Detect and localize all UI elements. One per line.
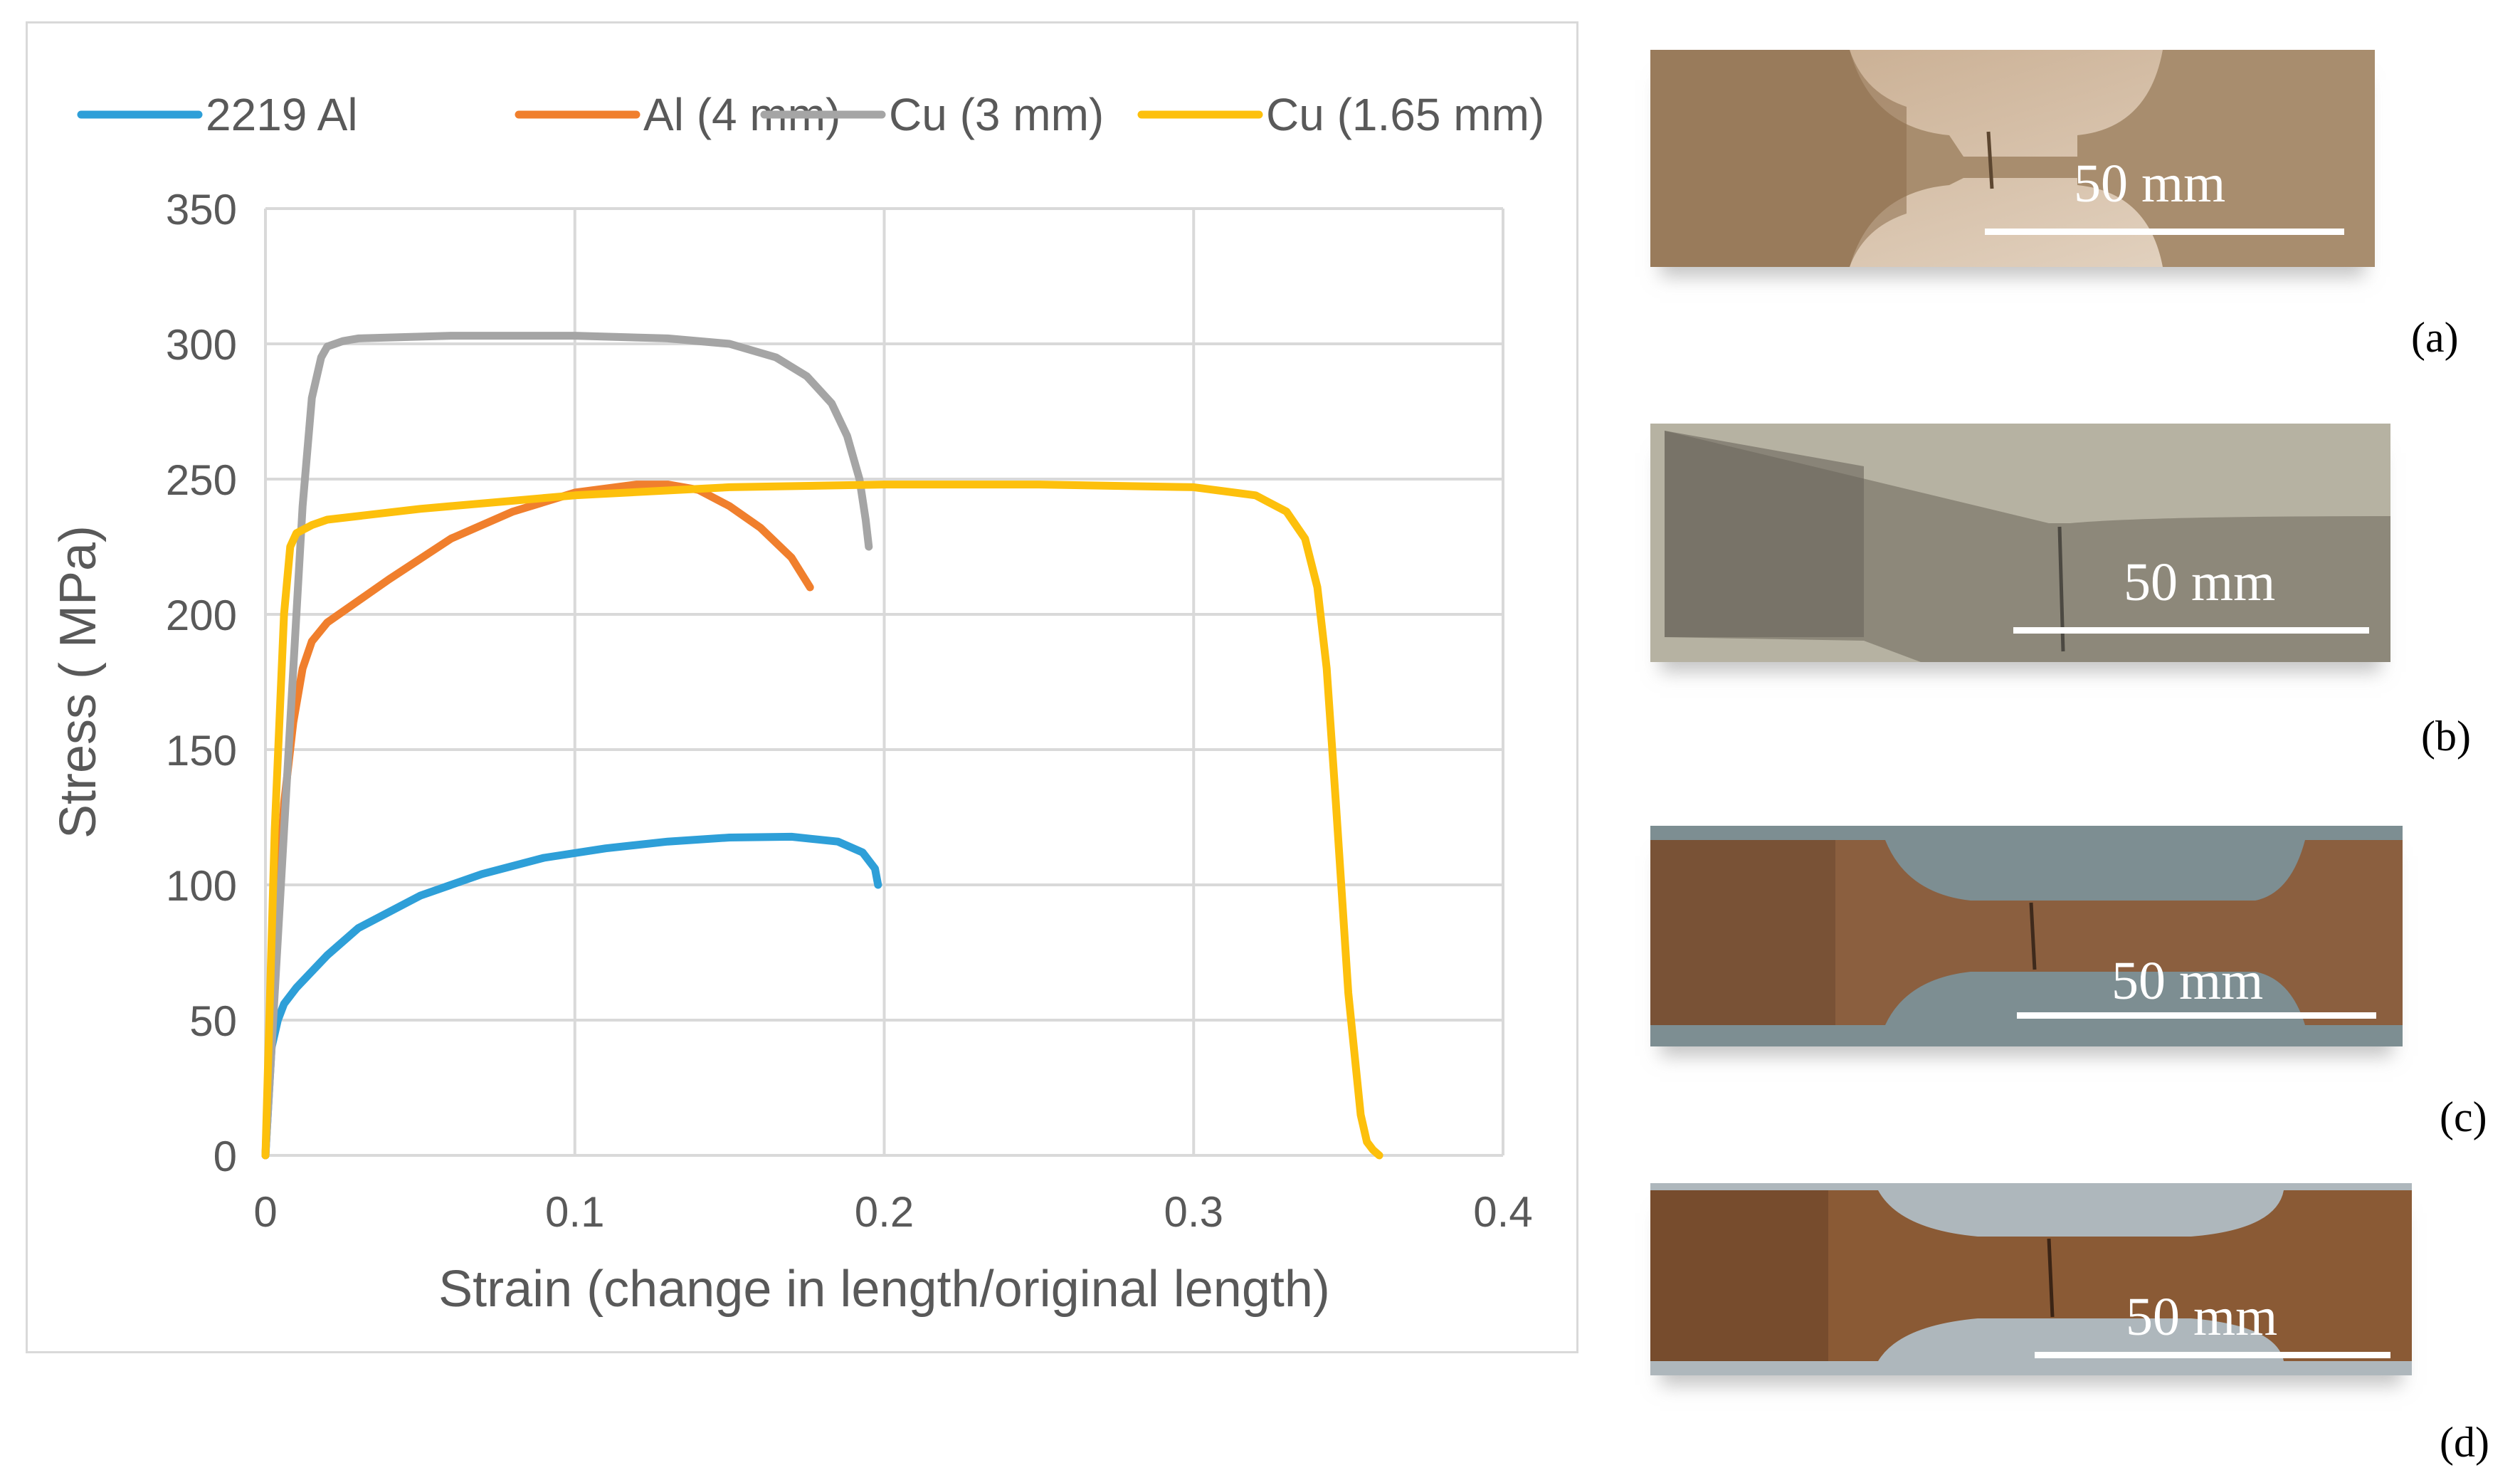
- scale-label-a: 50 mm: [2074, 154, 2226, 214]
- specimen-photo-c: 50 mm: [1650, 826, 2403, 1046]
- y-tick-label-7: 350: [166, 186, 237, 233]
- y-tick-label-4: 200: [166, 592, 237, 639]
- panel-label-b: (b): [2421, 713, 2471, 760]
- x-tick-label-0: 0: [253, 1188, 277, 1236]
- scale-label-b: 50 mm: [2124, 552, 2276, 612]
- y-tick-label-3: 150: [166, 727, 237, 775]
- specimen-image-c: [1650, 826, 2403, 1046]
- scale-bar-b: [2013, 627, 2369, 634]
- scale-bar-a: [1985, 229, 2344, 235]
- y-tick-label-1: 50: [189, 997, 237, 1045]
- panel-label-d: (d): [2440, 1419, 2489, 1466]
- series-line-2219-al: [261, 832, 882, 1160]
- specimen-photo-b: 50 mm: [1650, 424, 2390, 662]
- series-line-cu-1-65-mm: [261, 481, 1383, 1160]
- x-tick-label-4: 0.4: [1473, 1188, 1532, 1236]
- scale-bar-c: [2017, 1012, 2376, 1019]
- legend-label-cu-1-65-mm: Cu (1.65 mm): [1266, 89, 1544, 140]
- scale-bar-d: [2035, 1352, 2390, 1358]
- scale-label-d: 50 mm: [2126, 1287, 2278, 1347]
- series-line-cu-3-mm: [261, 332, 873, 1160]
- x-tick-label-3: 0.3: [1164, 1188, 1223, 1236]
- y-axis-title: Stress ( MPa): [50, 525, 107, 839]
- x-tick-label-2: 0.2: [855, 1188, 914, 1236]
- specimen-photo-a: 50 mm: [1650, 50, 2375, 267]
- panel-label-c: (c): [2440, 1093, 2487, 1140]
- y-tick-label-2: 100: [166, 862, 237, 910]
- specimen-photo-d: 50 mm: [1650, 1183, 2412, 1375]
- chart-panel: 0 50 100 150 200 250 300 350 0 0.1 0.2 0.3 0.4 Strain…: [26, 21, 1578, 1353]
- x-axis-title: Strain (change in length/original length…: [438, 1261, 1330, 1318]
- x-tick-label-1: 0.1: [545, 1188, 604, 1236]
- y-tick-label-0: 0: [213, 1133, 237, 1180]
- scale-label-c: 50 mm: [2112, 951, 2264, 1011]
- legend-label-2219-al: 2219 Al: [206, 89, 358, 140]
- series-line-al-4-mm: [261, 481, 814, 1160]
- y-tick-label-6: 300: [166, 321, 237, 369]
- legend-label-cu-3-mm: Cu (3 mm): [889, 89, 1104, 140]
- specimen-image-d: [1650, 1183, 2412, 1375]
- y-tick-label-5: 250: [166, 456, 237, 504]
- panel-label-a: (a): [2411, 314, 2459, 361]
- specimen-image-b: [1650, 424, 2390, 662]
- stress-strain-chart: 0 50 100 150 200 250 300 350 0 0.1 0.2 0.3 0.4 Strain…: [50, 89, 1544, 1318]
